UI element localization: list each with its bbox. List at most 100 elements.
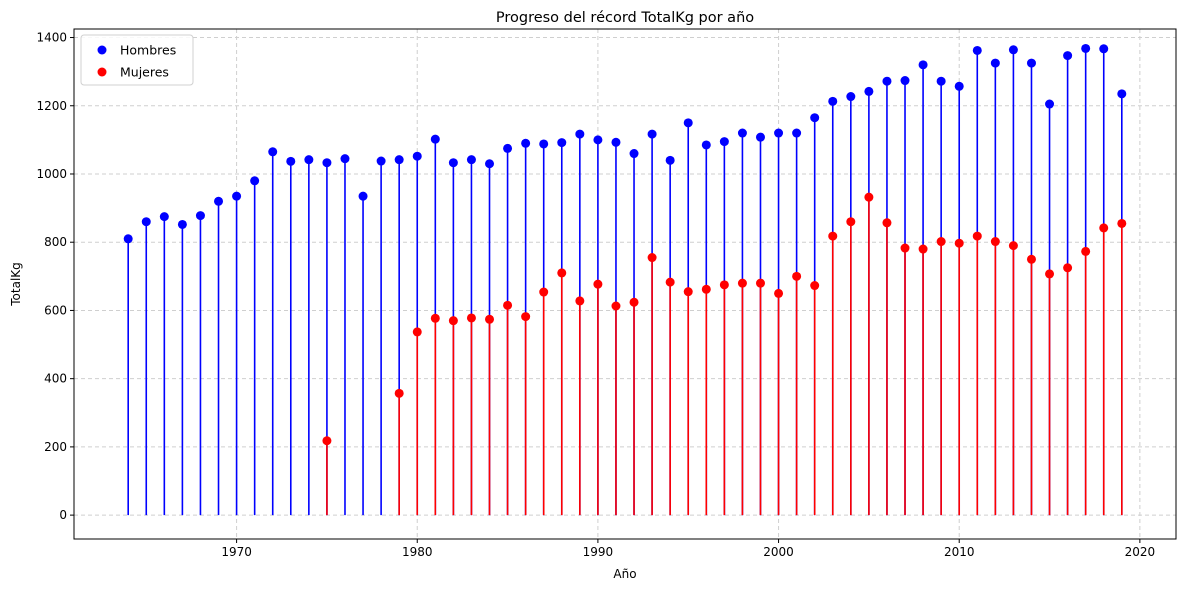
data-point-mujeres: [846, 217, 856, 227]
legend-marker-hombres: [97, 45, 107, 55]
data-point-hombres: [448, 158, 458, 168]
data-point-hombres: [1045, 99, 1055, 109]
y-tick-label: 1000: [36, 167, 67, 181]
x-tick-label: 2010: [944, 545, 975, 559]
chart-title: Progreso del récord TotalKg por año: [496, 10, 754, 26]
data-point-mujeres: [701, 284, 711, 294]
data-point-hombres: [737, 128, 747, 138]
legend-marker-mujeres: [97, 67, 107, 77]
data-point-hombres: [810, 113, 820, 123]
y-tick-label: 1400: [36, 31, 67, 45]
data-point-hombres: [575, 129, 585, 139]
data-point-hombres: [503, 143, 513, 153]
data-point-mujeres: [521, 312, 531, 322]
x-axis-label: Año: [613, 567, 636, 581]
x-tick-label: 1980: [402, 545, 433, 559]
data-point-mujeres: [954, 238, 964, 248]
data-point-mujeres: [665, 277, 675, 287]
x-tick-label: 1970: [221, 545, 252, 559]
data-point-hombres: [430, 134, 440, 144]
legend-label-hombres: Hombres: [120, 43, 176, 58]
y-tick-label: 200: [44, 440, 67, 454]
data-point-mujeres: [972, 231, 982, 241]
data-point-hombres: [304, 155, 314, 165]
data-point-hombres: [629, 149, 639, 159]
data-point-mujeres: [611, 301, 621, 311]
data-point-mujeres: [1008, 241, 1018, 251]
data-point-hombres: [1026, 58, 1036, 68]
data-point-hombres: [864, 86, 874, 96]
data-point-hombres: [719, 137, 729, 147]
data-point-hombres: [376, 156, 386, 166]
data-point-mujeres: [900, 243, 910, 253]
data-point-hombres: [177, 219, 187, 229]
data-point-hombres: [539, 139, 549, 149]
data-point-mujeres: [1081, 246, 1091, 256]
data-point-hombres: [322, 158, 332, 168]
data-point-mujeres: [683, 287, 693, 297]
data-point-hombres: [286, 156, 296, 166]
data-point-mujeres: [737, 278, 747, 288]
data-point-hombres: [358, 191, 368, 201]
data-point-hombres: [828, 96, 838, 106]
y-tick-label: 400: [44, 372, 67, 386]
data-point-mujeres: [882, 218, 892, 228]
y-tick-label: 600: [44, 303, 67, 317]
y-tick-label: 800: [44, 235, 67, 249]
data-point-hombres: [1063, 51, 1073, 61]
data-point-hombres: [954, 81, 964, 91]
data-point-hombres: [611, 137, 621, 147]
data-point-hombres: [972, 45, 982, 55]
data-point-mujeres: [936, 237, 946, 247]
data-point-mujeres: [918, 244, 928, 254]
data-point-mujeres: [1045, 269, 1055, 279]
data-point-mujeres: [412, 327, 422, 337]
data-point-mujeres: [466, 313, 476, 323]
y-tick-label: 0: [59, 508, 67, 522]
data-point-mujeres: [1117, 218, 1127, 228]
data-point-hombres: [521, 138, 531, 148]
data-point-hombres: [159, 212, 169, 222]
x-tick-label: 2000: [763, 545, 794, 559]
data-point-hombres: [123, 234, 133, 244]
data-point-hombres: [1099, 44, 1109, 54]
data-point-hombres: [340, 154, 350, 164]
data-point-hombres: [936, 76, 946, 86]
x-tick-label: 2020: [1125, 545, 1156, 559]
data-point-mujeres: [593, 279, 603, 289]
data-point-hombres: [665, 155, 675, 165]
data-point-hombres: [755, 132, 765, 142]
data-point-mujeres: [430, 313, 440, 323]
data-point-mujeres: [828, 231, 838, 241]
data-point-mujeres: [774, 288, 784, 298]
data-point-mujeres: [394, 388, 404, 398]
data-point-hombres: [485, 159, 495, 169]
data-point-hombres: [557, 138, 567, 148]
y-tick-label: 1200: [36, 99, 67, 113]
data-point-hombres: [846, 92, 856, 102]
data-point-hombres: [647, 129, 657, 139]
data-point-mujeres: [557, 268, 567, 278]
axes: 1970 1980 1990 2000 2010 2020 0 200 400 600 800 100…: [36, 31, 1155, 559]
data-point-hombres: [250, 176, 260, 186]
data-point-hombres: [232, 191, 242, 201]
data-point-hombres: [990, 58, 1000, 68]
data-point-mujeres: [647, 253, 657, 263]
grid-lines: [74, 29, 1176, 539]
data-point-hombres: [1008, 45, 1018, 55]
data-point-mujeres: [1026, 254, 1036, 264]
data-point-hombres: [394, 155, 404, 165]
legend: Hombres Mujeres: [80, 34, 194, 86]
stem-series: [123, 43, 1127, 516]
data-point-mujeres: [1099, 223, 1109, 233]
data-point-mujeres: [485, 314, 495, 324]
data-point-hombres: [466, 155, 476, 165]
data-point-hombres: [1081, 43, 1091, 53]
data-point-mujeres: [810, 281, 820, 291]
data-point-mujeres: [575, 296, 585, 306]
data-point-hombres: [141, 217, 151, 227]
data-point-mujeres: [448, 316, 458, 326]
data-point-mujeres: [792, 271, 802, 281]
y-axis-label: TotalKg: [9, 262, 23, 307]
plot-frame: [73, 28, 1177, 540]
